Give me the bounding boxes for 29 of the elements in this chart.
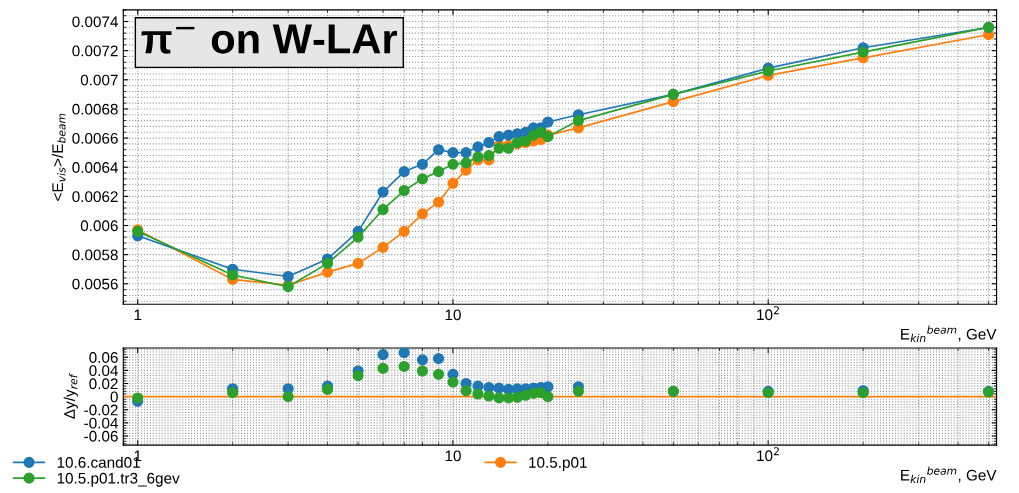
legend-label: 10.5.p01.tr3_6gev	[57, 472, 180, 487]
legend-label: 10.5.p01	[529, 457, 587, 471]
y-tick-label: 0.02	[89, 378, 118, 390]
x-tick-label: 10	[445, 450, 461, 462]
y-tick-label: 0.0056	[72, 278, 118, 290]
y-axis-title: Δy/y$_{ref}$	[63, 373, 78, 419]
y-tick-label: 0.0066	[72, 132, 118, 144]
y-tick-label: 0.0068	[72, 103, 118, 115]
y-tick-label: 0.0062	[72, 191, 118, 203]
y-tick-label: -0.06	[84, 430, 118, 442]
chart-title: π$^{−}$ on W-LAr	[141, 24, 398, 54]
y-tick-label: 0.04	[89, 365, 118, 377]
y-tick-label: 0.0058	[72, 249, 118, 261]
y-tick-label: 0.007	[80, 74, 118, 86]
x-axis-title: E$_{kin}$$^{beam}$, GeV	[901, 466, 997, 483]
y-tick-label: 0.0074	[72, 16, 118, 28]
x-tick-label: 10$^{2}$	[757, 447, 779, 462]
y-tick-label: 0.006	[80, 220, 118, 232]
y-tick-label: -0.04	[84, 417, 118, 429]
y-tick-label: -0.02	[84, 404, 118, 416]
x-axis-title: E$_{kin}$$^{beam}$, GeV	[901, 325, 997, 342]
y-tick-label: 0.0072	[72, 45, 118, 57]
x-tick-label: 1	[134, 309, 142, 321]
y-tick-label: 0.06	[89, 352, 118, 363]
y-axis-title: <E$_{vis}$>/E$_{beam}$	[51, 113, 66, 201]
y-tick-label: 0	[110, 391, 118, 403]
x-tick-label: 10	[445, 309, 461, 321]
x-tick-label: 10$^{2}$	[757, 306, 779, 321]
y-tick-label: 0.0064	[72, 162, 118, 173]
